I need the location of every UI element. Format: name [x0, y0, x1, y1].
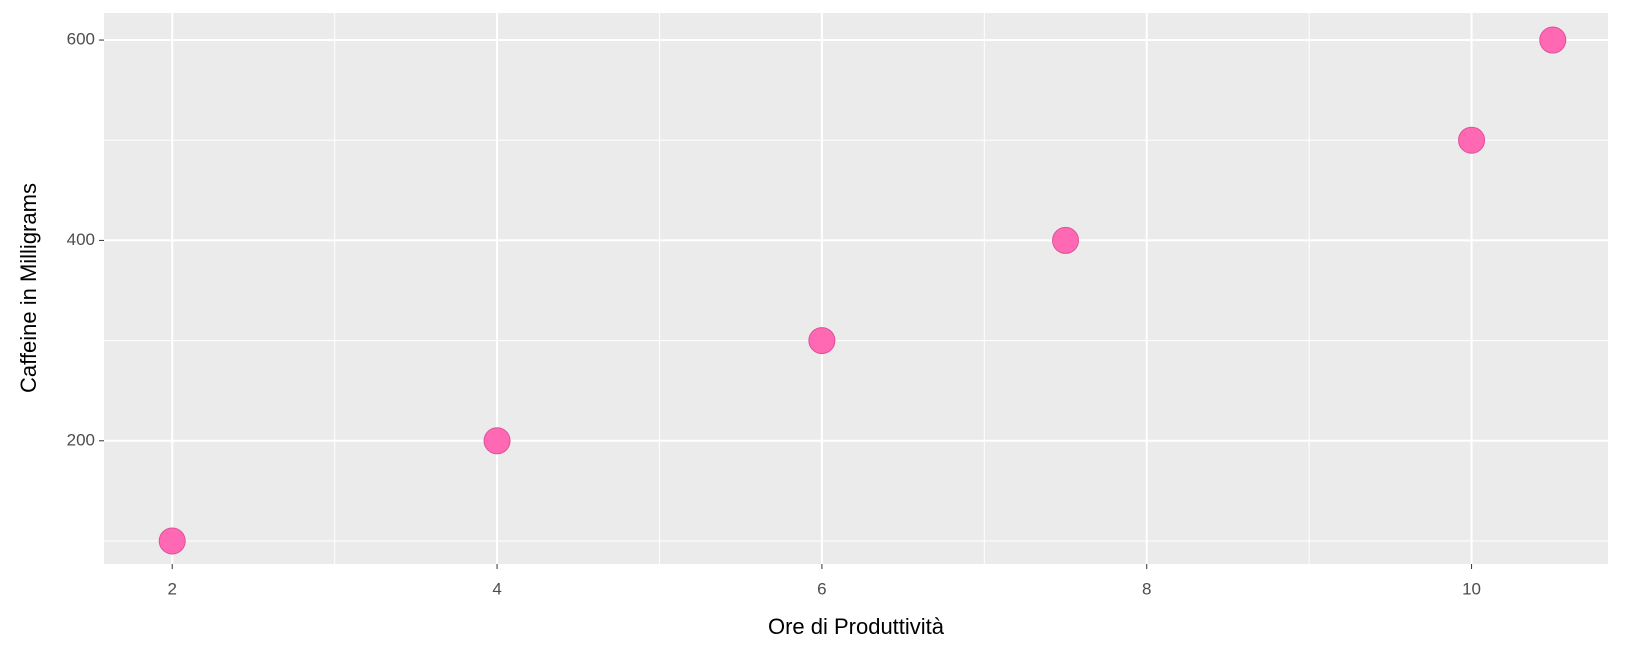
x-tick-label: 8 — [1142, 579, 1151, 598]
point — [1052, 226, 1080, 254]
panel — [104, 13, 1608, 564]
grid — [104, 13, 1608, 564]
x-tick-label: 10 — [1462, 579, 1481, 598]
x-tick-label: 4 — [492, 579, 501, 598]
marks — [158, 26, 1567, 555]
point — [1458, 126, 1486, 154]
point — [158, 527, 186, 555]
y-tick-label: 400 — [67, 230, 95, 249]
point — [808, 327, 836, 355]
y-tick-label: 600 — [67, 30, 95, 49]
point — [1539, 26, 1567, 54]
point — [483, 427, 511, 455]
y-tick-label: 200 — [67, 430, 95, 449]
x-axis-title: Ore di Produttività — [768, 614, 945, 639]
y-axis-title: Caffeine in Milligrams — [16, 183, 41, 393]
x-tick-label: 2 — [167, 579, 176, 598]
x-tick-label: 6 — [817, 579, 826, 598]
